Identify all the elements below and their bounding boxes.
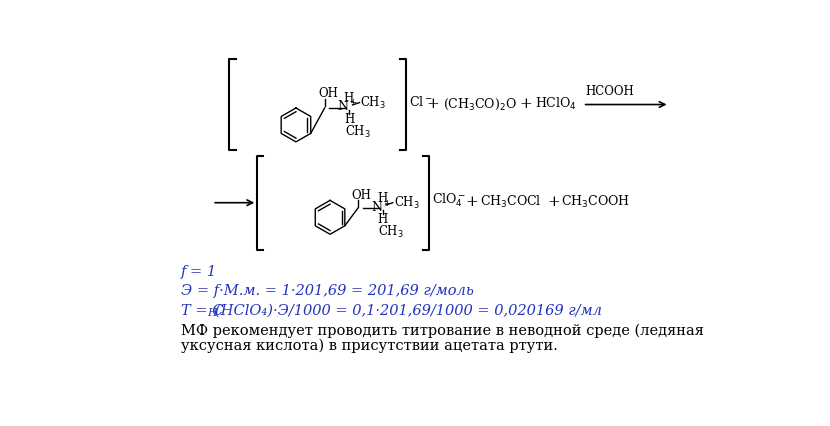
Text: HCOOH: HCOOH: [586, 85, 635, 98]
Text: H: H: [344, 113, 354, 126]
Text: CH$_3$: CH$_3$: [393, 194, 419, 210]
Text: HClO$_4$: HClO$_4$: [535, 96, 577, 112]
Text: CH$_3$: CH$_3$: [360, 95, 386, 111]
Text: +: +: [466, 195, 478, 209]
Text: T = C: T = C: [181, 303, 224, 317]
Text: уксусная кислота) в присутствии ацетата ртути.: уксусная кислота) в присутствии ацетата …: [181, 338, 558, 353]
Text: Cl$^-$: Cl$^-$: [409, 95, 433, 109]
Text: H: H: [378, 213, 388, 226]
Text: f = 1: f = 1: [181, 265, 217, 279]
Text: OH: OH: [319, 87, 339, 100]
Text: Н: Н: [208, 307, 217, 317]
Text: $\mathregular{N^+}$: $\mathregular{N^+}$: [371, 199, 392, 215]
Text: CH$_3$: CH$_3$: [344, 124, 371, 140]
Text: МФ рекомендует проводить титрование в неводной среде (ледяная: МФ рекомендует проводить титрование в не…: [181, 323, 704, 337]
Text: $\mathregular{N^+}$: $\mathregular{N^+}$: [337, 100, 359, 115]
Text: CH$_3$COOH: CH$_3$COOH: [561, 194, 630, 210]
Text: +: +: [547, 195, 559, 209]
Text: +: +: [520, 97, 533, 111]
Text: CH$_3$: CH$_3$: [378, 224, 404, 240]
Text: CH$_3$COCl: CH$_3$COCl: [480, 194, 541, 210]
Text: ClO$_4^-$: ClO$_4^-$: [432, 191, 466, 208]
Text: Э = f·М.м. = 1·201,69 = 201,69 г/моль: Э = f·М.м. = 1·201,69 = 201,69 г/моль: [181, 284, 474, 298]
Text: (HClO₄)·Э/1000 = 0,1·201,69/1000 = 0,020169 г/мл: (HClO₄)·Э/1000 = 0,1·201,69/1000 = 0,020…: [215, 303, 603, 317]
Text: H: H: [344, 92, 354, 104]
Text: (CH$_3$CO)$_2$O: (CH$_3$CO)$_2$O: [443, 96, 517, 111]
Text: H: H: [377, 191, 387, 204]
Text: OH: OH: [352, 188, 372, 201]
Text: +: +: [427, 97, 440, 111]
